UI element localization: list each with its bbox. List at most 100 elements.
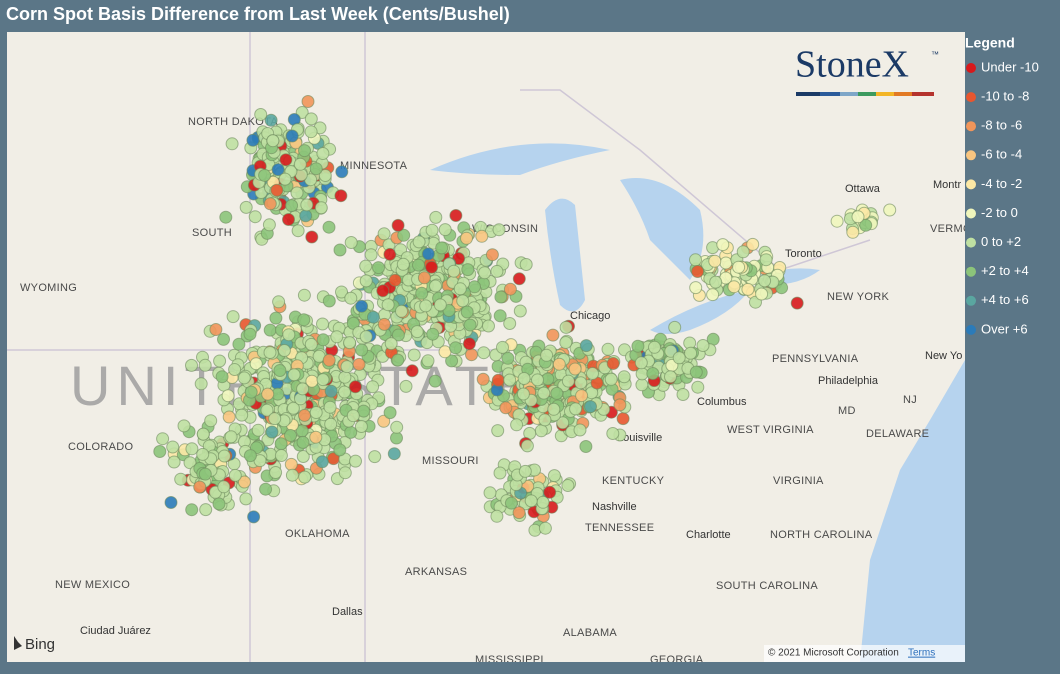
station-dot [559, 320, 573, 334]
station-dot [477, 346, 491, 360]
station-dot [282, 213, 295, 226]
station-dot [384, 337, 398, 351]
station-dot [388, 273, 402, 287]
station-dot [494, 290, 508, 304]
station-dot [755, 287, 769, 301]
station-dot [524, 494, 538, 508]
station-dot [604, 372, 618, 386]
map-label: OKLAHOMA [285, 528, 350, 540]
station-dot [556, 416, 570, 430]
station-dot [516, 387, 530, 401]
station-dot [478, 266, 492, 280]
station-dot [696, 339, 710, 352]
station-dot [689, 253, 702, 267]
station-dot [377, 317, 391, 331]
station-dot [251, 423, 265, 437]
station-dot [519, 258, 533, 271]
provider: Bing [25, 636, 55, 653]
city-label: Columbus [697, 396, 747, 408]
station-dot [300, 198, 314, 212]
station-dot [727, 280, 741, 294]
station-dot [561, 374, 575, 388]
station-dot [263, 197, 277, 211]
legend-swatch [966, 150, 976, 161]
attribution-bg [764, 645, 965, 662]
station-dot [490, 264, 504, 278]
station-dot [285, 129, 299, 143]
station-dot [399, 379, 413, 393]
legend-label: Under -10 [981, 59, 1039, 74]
station-dot [298, 408, 311, 422]
copyright: © 2021 Microsoft Corporation [768, 648, 899, 659]
station-dot [613, 398, 627, 412]
station-dot [291, 224, 305, 238]
station-dot [316, 373, 330, 387]
station-dot [315, 455, 329, 469]
station-dot [215, 370, 229, 384]
station-dot [485, 248, 499, 262]
station-dot [606, 357, 620, 370]
station-dot [372, 261, 385, 275]
station-dot [296, 435, 310, 449]
station-dot [166, 440, 180, 454]
station-dot [299, 209, 313, 223]
station-dot [691, 265, 705, 278]
legend-swatch [966, 237, 976, 248]
map-label: ALABAMA [563, 627, 617, 639]
station-dot [684, 346, 698, 360]
station-dot [196, 427, 210, 441]
logo-mark: ™ [931, 50, 939, 59]
station-dot [330, 330, 344, 344]
station-dot [668, 320, 682, 334]
station-dot [364, 248, 378, 262]
station-dot [421, 247, 435, 261]
station-dot [269, 466, 283, 479]
station-dot [219, 210, 233, 224]
terms-link[interactable]: Terms [908, 648, 935, 659]
station-dot [617, 370, 631, 384]
station-dot [316, 147, 330, 160]
station-dot [574, 376, 588, 390]
station-dot [338, 466, 352, 480]
station-dot [322, 220, 336, 234]
station-dot [167, 455, 181, 469]
station-dot [296, 382, 310, 396]
station-dot [601, 342, 615, 356]
bing-icon [14, 636, 22, 650]
station-dot [552, 357, 566, 371]
station-dot [461, 263, 475, 277]
map-label: MD [838, 405, 856, 417]
station-dot [415, 286, 429, 300]
station-dot [429, 210, 443, 224]
station-dot [228, 363, 242, 376]
station-dot [417, 271, 431, 285]
station-dot [759, 253, 773, 267]
logo-stripe [796, 92, 934, 96]
city-label: New Yo [925, 350, 962, 362]
station-dot [324, 384, 338, 398]
station-dot [269, 311, 283, 325]
station-dot [349, 454, 362, 468]
city-label: Charlotte [686, 529, 731, 541]
station-dot [584, 400, 597, 414]
station-dot [534, 424, 548, 438]
station-dot [493, 309, 507, 323]
station-dot [268, 412, 282, 426]
station-dot [453, 282, 467, 296]
station-dot [304, 112, 318, 126]
station-dot [335, 285, 348, 299]
station-dot [635, 367, 649, 381]
station-dot [689, 281, 703, 295]
map-label: TENNESSEE [585, 522, 654, 534]
station-dot [503, 282, 517, 296]
station-dot [366, 380, 380, 394]
station-dot [830, 214, 844, 228]
station-dot [689, 365, 703, 379]
station-dot [199, 503, 213, 517]
station-dot [174, 472, 188, 486]
city-label: Chicago [570, 310, 610, 322]
map: UNITED STATES WYOMING COLORADO NEW MEXIC… [7, 32, 965, 662]
station-dot [648, 340, 661, 354]
station-dot [741, 282, 755, 296]
station-dot [395, 304, 408, 318]
